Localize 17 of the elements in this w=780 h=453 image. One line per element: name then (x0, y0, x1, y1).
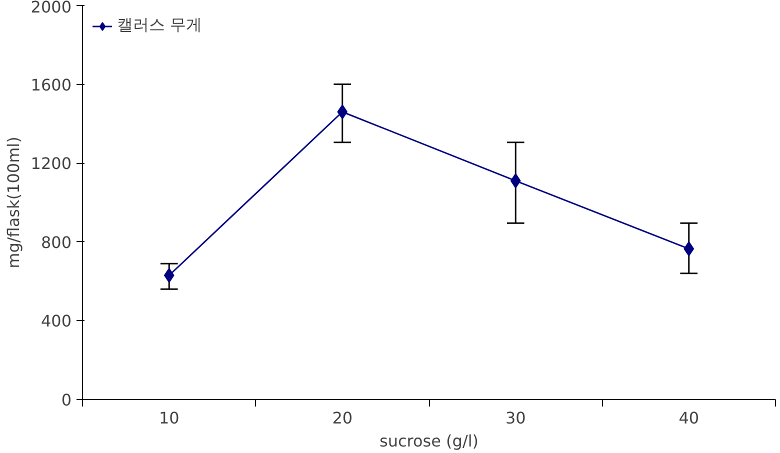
point (510, 173, 521, 188)
x-axis-title: sucrose (g/l) (379, 432, 479, 450)
y-tick-label: 800 (40, 232, 72, 252)
y-tick-label: 400 (40, 312, 72, 331)
y-tick-label: 1600 (30, 75, 72, 94)
x-tick-label: 40 (678, 408, 700, 428)
y-axis-title: mg/flask(100ml) (4, 136, 23, 268)
x-tick-label: 10 (158, 408, 180, 428)
point (337, 104, 348, 120)
point (164, 268, 174, 283)
y-tick-label: 1200 (30, 154, 72, 174)
legend-label: 캘러스 무게 (117, 15, 202, 36)
x-tick-label: 30 (505, 408, 526, 428)
x-tick-label: 20 (332, 408, 353, 428)
y-tick-label: 0 (61, 390, 72, 410)
y-tick-label: 2000 (30, 0, 72, 16)
point (684, 241, 694, 256)
